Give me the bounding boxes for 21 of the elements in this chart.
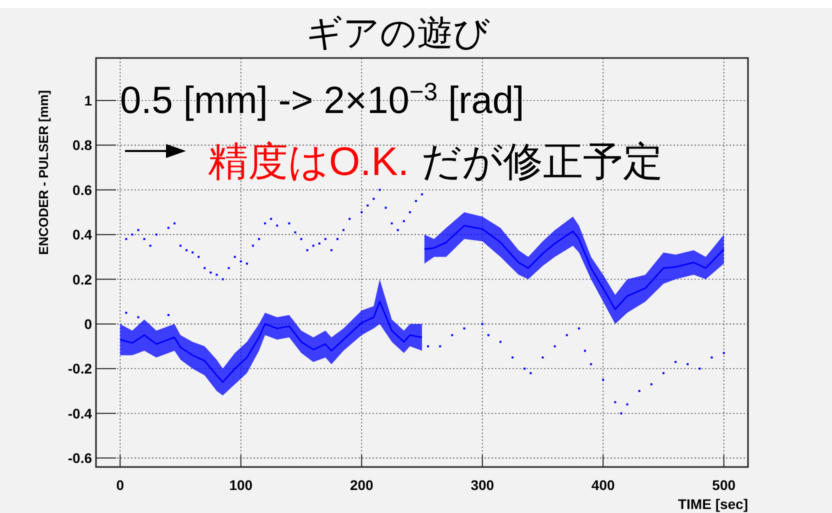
y-tick-label: -0.2 [68, 360, 92, 377]
y-tick-label: 0 [84, 316, 92, 332]
x-tick-label: 0 [116, 477, 124, 493]
y-tick-label: 1 [84, 92, 92, 108]
y-tick-label: -0.4 [68, 405, 92, 422]
y-tick-label: 0.8 [72, 137, 92, 154]
y-tick-label: 0.4 [72, 226, 92, 243]
chart-title: ギアの遊び [306, 12, 490, 53]
y-axis-title: ENCODER - PULSER [mm] [36, 90, 51, 255]
annotation: 精度はO.K. [208, 140, 410, 184]
x-tick-label: 500 [712, 477, 736, 493]
x-tick-label: 400 [591, 477, 616, 493]
x-tick-label: 100 [229, 477, 253, 493]
x-tick-label: 200 [350, 477, 374, 493]
x-axis-title: TIME [sec] [678, 496, 748, 512]
y-tick-label: 0.2 [72, 271, 92, 288]
annotation: 0.5 [mm] -> 2×10$^{−3}$ [rad] [120, 78, 524, 122]
y-tick-label: -0.6 [68, 450, 92, 466]
y-tick-label: 0.6 [72, 182, 92, 198]
x-tick-label: 300 [470, 477, 494, 493]
annotation: だが修正予定 [421, 140, 664, 184]
